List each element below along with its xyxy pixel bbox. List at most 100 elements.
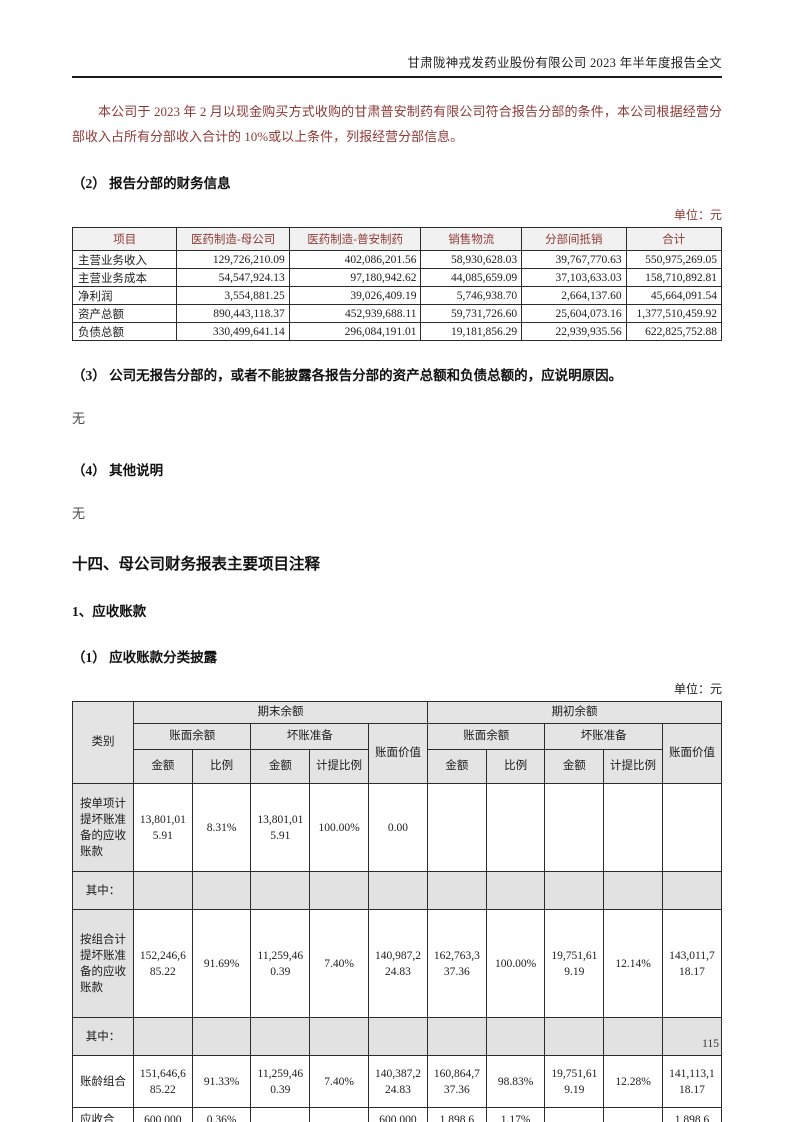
column-header: 项目 [71,227,178,251]
cell-value: 1.17% [485,1107,546,1122]
cell-value: 11,259,460.39 [250,909,311,1018]
cell-value [544,871,605,910]
receivables-table-body: 按单项计提坏账准备的应收账款 13,801,015.91 8.31% 13,801,0… [72,783,723,1122]
row-label: 应收合 [72,1107,134,1122]
column-header-provision-ratio: 计提比例 [309,749,369,784]
heading-parent-company-notes: 十四、母公司财务报表主要项目注释 [72,556,321,573]
cell-value [544,1017,605,1056]
cell-value: 19,751,619.19 [544,909,605,1018]
cell-value [544,783,605,872]
cell-value: 97,180,942.62 [288,268,422,287]
column-header-period-end: 期末余额 [133,701,428,724]
row-label: 主营业务收入 [71,250,178,269]
cell-value [661,871,723,910]
cell-value: 100.00% [485,909,546,1018]
table-row: 负债总额 330,499,641.14 296,084,191.01 19,181,8… [71,322,723,341]
cell-value: 151,646,685.22 [133,1055,193,1108]
cell-value [544,1107,605,1122]
cell-value: 140,387,224.83 [367,1055,428,1108]
cell-value: 2,664,137.60 [521,286,627,305]
cell-value: 19,181,856.29 [420,322,523,341]
page-number: 115 [702,1038,719,1050]
column-header-amount: 金额 [544,749,605,784]
cell-value [603,1107,663,1122]
cell-value [133,1017,193,1056]
column-header-category: 类别 [72,701,134,784]
column-header: 销售物流 [420,227,523,251]
table-row: 按组合计提坏账准备的应收账款 152,246,685.22 91.69% 11,259… [72,909,723,1018]
column-header-bad-debt: 坏账准备 [250,723,369,750]
cell-value: 140,987,224.83 [367,909,428,1018]
column-header-book-balance: 账面余额 [132,723,252,750]
heading-segment-financial-info: （2） 报告分部的财务信息 [72,176,231,191]
cell-value [309,871,369,910]
cell-value: 152,246,685.22 [133,909,193,1018]
cell-value: 158,710,892.81 [625,268,723,287]
column-header: 医药制造-母公司 [176,227,290,251]
cell-value: 5,746,938.70 [420,286,523,305]
cell-value: 100.00% [309,783,369,872]
table-row: 其中： [72,1017,723,1056]
cell-value: 91.69% [191,909,252,1018]
cell-value [367,871,428,910]
cell-value [191,1017,252,1056]
cell-value [426,783,487,872]
heading-no-segment-reason: （3） 公司无报告分部的，或者不能披露各报告分部的资产总额和负债总额的，应说明原… [72,368,623,383]
cell-value: 600,000 [367,1107,428,1122]
row-label: 其中： [72,1017,134,1056]
cell-value: 622,825,752.88 [625,322,723,341]
cell-value: 7.40% [309,909,369,1018]
cell-value: 129,726,210.09 [176,250,290,269]
row-label: 主营业务成本 [71,268,178,287]
table-header-row: 类别 期末余额 期初余额 [72,701,723,784]
column-header: 分部间抵销 [521,227,627,251]
cell-value: 1,898,6 [661,1107,723,1122]
cell-value [485,1017,546,1056]
cell-value: 12.14% [603,909,663,1018]
column-header: 合计 [625,227,723,251]
cell-value: 58,930,628.03 [420,250,523,269]
cell-value: 402,086,201.56 [288,250,422,269]
column-header-amount: 金额 [250,749,311,784]
receivables-classification-table: 类别 期末余额 期初余额 账面余额 坏账准备 账面价值 账面余额 坏账准备 账面… [72,701,723,1122]
cell-value [309,1107,369,1122]
cell-value: 890,443,118.37 [176,304,290,323]
row-label: 资产总额 [71,304,178,323]
cell-value: 141,113,118.17 [661,1055,723,1108]
cell-value [661,783,723,872]
cell-value: 160,864,737.36 [426,1055,487,1108]
cell-value: 0.00 [367,783,428,872]
cell-value [133,871,193,910]
cell-value: 91.33% [191,1055,252,1108]
cell-value: 0.36% [191,1107,252,1122]
cell-value [661,1017,723,1056]
column-header-book-value: 账面价值 [367,723,428,784]
intro-paragraph: 本公司于 2023 年 2 月以现金购买方式收购的甘肃普安制药有限公司符合报告分… [72,104,722,144]
column-header: 医药制造-普安制药 [288,227,422,251]
row-label: 按单项计提坏账准备的应收账款 [72,783,134,872]
table-row: 账龄组合 151,646,685.22 91.33% 11,259,460.39 7.4… [72,1055,723,1108]
column-header-provision-ratio: 计提比例 [603,749,663,784]
cell-value: 22,939,935.56 [521,322,627,341]
none-text: 无 [72,506,86,521]
segment-table-body: 主营业务收入 129,726,210.09 402,086,201.56 58,930… [71,250,723,341]
table-header-row: 账面余额 坏账准备 账面价值 账面余额 坏账准备 账面价值 [73,723,723,784]
unit-label-2: 单位：元 [673,682,722,696]
cell-value: 44,085,659.09 [420,268,523,287]
cell-value [250,871,311,910]
unit-label-1: 单位：元 [673,208,722,222]
cell-value [250,1107,311,1122]
cell-value [191,871,252,910]
cell-value: 550,975,269.05 [625,250,723,269]
cell-value [426,1017,487,1056]
row-label: 按组合计提坏账准备的应收账款 [72,909,134,1018]
row-label: 净利润 [71,286,178,305]
cell-value: 143,011,718.17 [661,909,723,1018]
header-rule [72,76,722,78]
cell-value [485,783,546,872]
cell-value: 1,377,510,459.92 [625,304,723,323]
cell-value: 600,000 [133,1107,193,1122]
column-header-bad-debt: 坏账准备 [544,723,663,750]
column-header-amount: 金额 [426,749,487,784]
